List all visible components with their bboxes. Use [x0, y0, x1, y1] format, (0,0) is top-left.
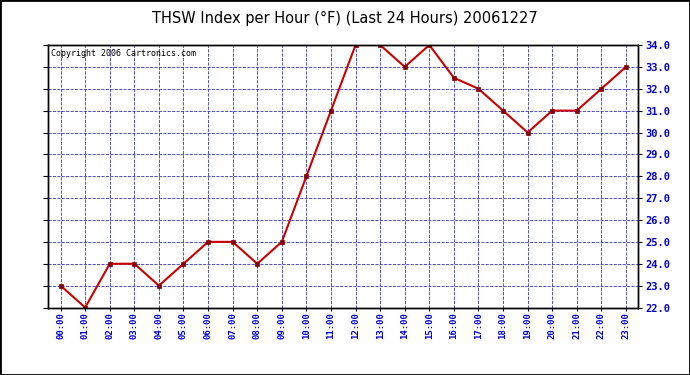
- Text: THSW Index per Hour (°F) (Last 24 Hours) 20061227: THSW Index per Hour (°F) (Last 24 Hours)…: [152, 11, 538, 26]
- Text: Copyright 2006 Cartronics.com: Copyright 2006 Cartronics.com: [51, 49, 196, 58]
